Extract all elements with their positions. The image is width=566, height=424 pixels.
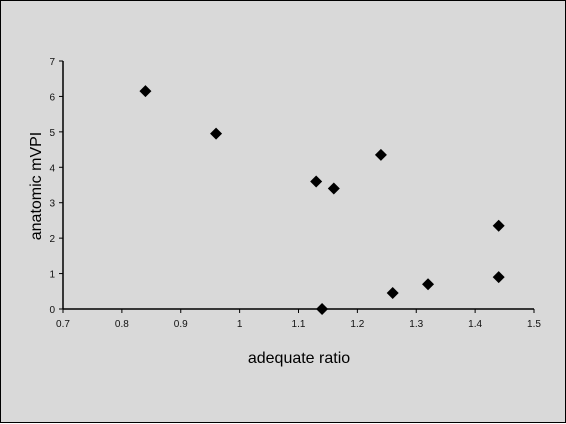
y-axis-title: anatomic mVPI bbox=[28, 132, 45, 240]
x-tick-label: 1.3 bbox=[409, 319, 423, 330]
x-tick-label: 1.4 bbox=[468, 319, 482, 330]
x-tick-label: 1 bbox=[237, 319, 243, 330]
data-point bbox=[492, 219, 505, 232]
x-tick-label: 0.7 bbox=[56, 319, 70, 330]
axes bbox=[62, 61, 534, 310]
x-tick-label: 0.8 bbox=[115, 319, 129, 330]
y-tick-label: 0 bbox=[49, 305, 55, 316]
y-tick-label: 7 bbox=[49, 57, 55, 68]
ticks: 0.7 0.8 0.9 1 1.1 1.2 1.3 1.4 1.5 0 1 2 3 4 5 6 7 bbox=[49, 57, 541, 330]
data-point bbox=[316, 303, 329, 315]
data-point bbox=[139, 85, 152, 98]
x-tick-label: 1.2 bbox=[350, 319, 364, 330]
x-axis-title: adequate ratio bbox=[248, 350, 350, 367]
y-tick-label: 1 bbox=[49, 270, 55, 281]
x-tick-label: 0.9 bbox=[174, 319, 188, 330]
data-point bbox=[310, 175, 323, 188]
y-tick-label: 4 bbox=[49, 163, 55, 174]
data-point bbox=[492, 271, 505, 284]
data-point bbox=[327, 182, 340, 195]
x-tick-label: 1.5 bbox=[527, 319, 541, 330]
data-point bbox=[422, 278, 435, 291]
data-points bbox=[139, 85, 505, 315]
y-tick-label: 3 bbox=[49, 199, 55, 210]
data-point bbox=[374, 148, 387, 161]
x-tick-label: 1.1 bbox=[292, 319, 306, 330]
y-tick-label: 6 bbox=[49, 92, 55, 103]
data-point bbox=[210, 127, 223, 140]
y-tick-label: 5 bbox=[49, 128, 55, 139]
data-point bbox=[386, 287, 399, 300]
y-tick-label: 2 bbox=[49, 234, 55, 245]
